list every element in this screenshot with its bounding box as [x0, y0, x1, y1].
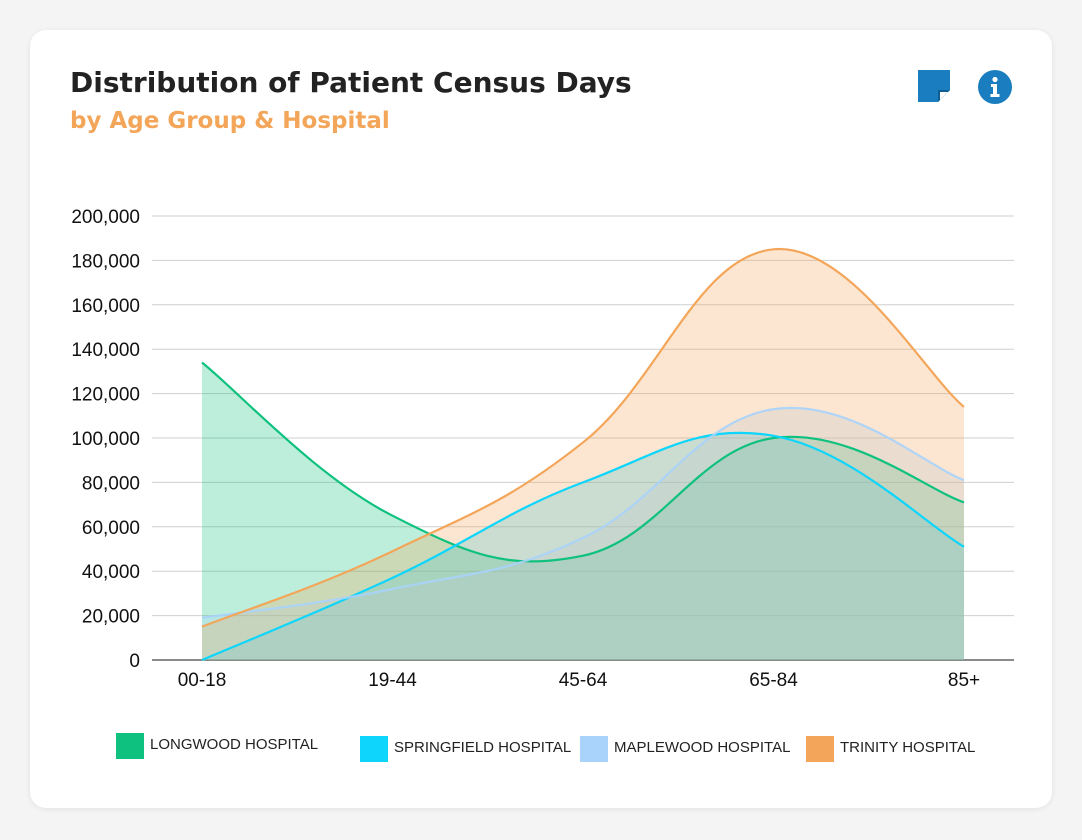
y-tick-label: 40,000: [82, 562, 140, 583]
legend-item-maplewood[interactable]: MAPLEWOOD HOSPITAL: [580, 736, 790, 762]
line-springfield: [201, 431, 965, 662]
page-subtitle: by Age Group & Hospital: [70, 108, 390, 134]
legend-item-longwood[interactable]: LONGWOOD HOSPITAL: [116, 733, 318, 759]
legend-item-springfield[interactable]: SPRINGFIELD HOSPITAL: [360, 736, 571, 762]
y-tick-label: 100,000: [71, 429, 140, 450]
x-tick-label: 45-64: [559, 670, 608, 691]
line-trinity: [201, 248, 965, 628]
x-tick-label: 65-84: [749, 670, 798, 691]
legend-label: TRINITY HOSPITAL: [840, 739, 975, 756]
info-icon[interactable]: [978, 70, 1012, 104]
y-tick-label: 160,000: [71, 296, 140, 317]
x-tick-label: 85+: [948, 670, 980, 691]
y-tick-label: 140,000: [71, 340, 140, 361]
sticky-note-icon[interactable]: [918, 70, 950, 102]
y-tick-label: 0: [129, 651, 140, 672]
legend-label: MAPLEWOOD HOSPITAL: [614, 739, 790, 756]
y-tick-label: 120,000: [71, 385, 140, 406]
legend-swatch: [360, 736, 388, 762]
legend-swatch: [806, 736, 834, 762]
x-tick-label: 19-44: [368, 670, 417, 691]
area-trinity: [202, 249, 964, 660]
page-title: Distribution of Patient Census Days: [70, 66, 632, 99]
line-maplewood: [201, 406, 965, 619]
legend-label: LONGWOOD HOSPITAL: [150, 736, 318, 753]
chart-card: Distribution of Patient Census Days by A…: [30, 30, 1052, 808]
y-tick-label: 20,000: [82, 607, 140, 628]
y-tick-label: 180,000: [71, 251, 140, 272]
y-tick-label: 60,000: [82, 518, 140, 539]
area-springfield: [202, 432, 964, 660]
area-maplewood: [202, 407, 964, 660]
legend-swatch: [116, 733, 144, 759]
legend-item-trinity[interactable]: TRINITY HOSPITAL: [806, 736, 975, 762]
legend-label: SPRINGFIELD HOSPITAL: [394, 739, 571, 756]
y-tick-label: 80,000: [82, 473, 140, 494]
x-tick-label: 00-18: [178, 670, 227, 691]
area-chart: 0 20,000 40,000 60,000 80,000 100,000 120,000 1…: [71, 207, 1014, 762]
area-longwood: [202, 362, 964, 660]
y-tick-label: 200,000: [71, 207, 140, 228]
legend-swatch: [580, 736, 608, 762]
